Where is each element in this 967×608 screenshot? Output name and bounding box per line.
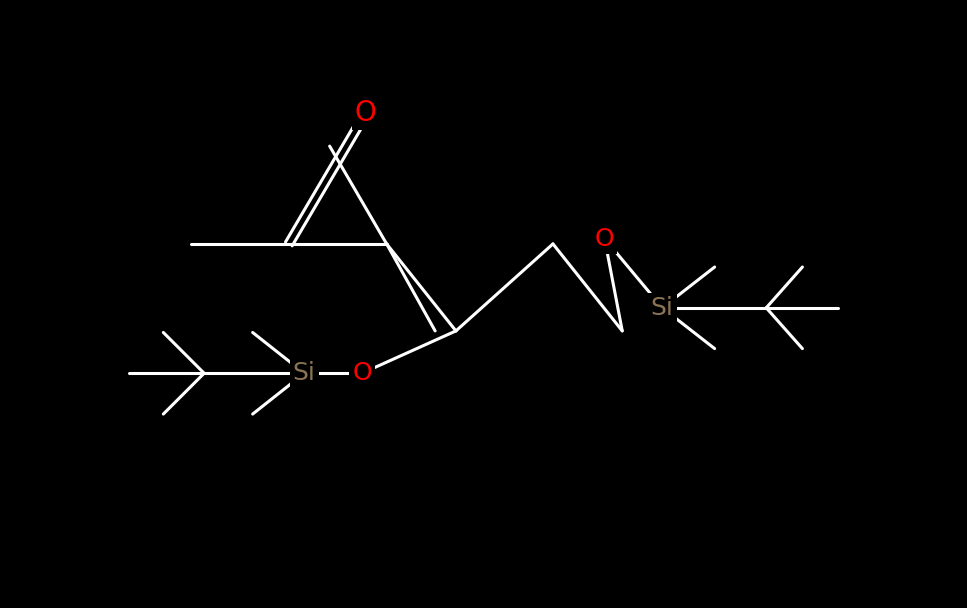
Text: O: O [352, 361, 371, 385]
Text: Si: Si [651, 296, 674, 320]
Text: Si: Si [293, 361, 315, 385]
Text: O: O [595, 227, 614, 250]
Text: O: O [355, 99, 377, 127]
